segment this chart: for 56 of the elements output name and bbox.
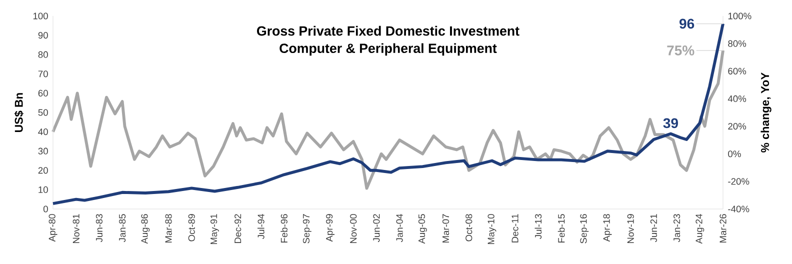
x-tick-label: Feb-96 xyxy=(280,214,288,243)
x-tick-label: Dec-92 xyxy=(234,214,242,244)
y-tick-label: 0 xyxy=(43,206,48,212)
y-tick-label: 60 xyxy=(38,90,48,96)
y2-tick-label: -40% xyxy=(728,206,750,212)
x-tick-label: Apr-18 xyxy=(603,214,612,242)
y2-tick-label: 80% xyxy=(728,40,746,47)
x-tick-label: Jul-94 xyxy=(258,214,264,239)
y-tick-label: 80 xyxy=(38,51,48,58)
y-tick-label: 20 xyxy=(38,167,48,174)
y-tick-label: 40 xyxy=(38,128,48,136)
x-tick-label: May-10 xyxy=(488,214,496,244)
x-tick-label: Jan-23 xyxy=(674,214,680,242)
y-tick-label: 30 xyxy=(38,148,48,154)
x-tick-label: Sep-97 xyxy=(302,214,312,244)
x-tick-label: Feb-15 xyxy=(558,214,565,243)
x-tick-label: Nov-00 xyxy=(350,214,357,244)
x-tick-label: Mar-07 xyxy=(442,214,450,242)
x-tick-label: Oct-08 xyxy=(466,214,472,242)
text: Computer & Peripheral Equipment xyxy=(280,43,497,56)
y2-tick-label: 0% xyxy=(728,150,741,158)
y2-tick-label: 60% xyxy=(728,68,746,74)
y2-tick-label: 100% xyxy=(728,12,752,20)
x-tick-label: Jun-02 xyxy=(373,214,380,242)
x-tick-label: Jan-85 xyxy=(119,214,126,242)
text: Gross Private Fixed Domestic Investment xyxy=(257,26,520,36)
y-tick-label: 50 xyxy=(38,109,48,116)
annotation: 96 xyxy=(680,18,694,29)
y2-axis-title: % change, YoY xyxy=(760,72,772,152)
x-tick-label: Jun-21 xyxy=(650,214,657,242)
x-tick-label: Apr-80 xyxy=(48,214,58,242)
x-tick-label: Sep-16 xyxy=(580,214,589,244)
x-tick-label: Dec-11 xyxy=(512,214,518,242)
x-tick-label: Jul-13 xyxy=(534,214,542,239)
x-tick-label: Nov-19 xyxy=(627,214,634,244)
x-tick-label: Aug-86 xyxy=(141,214,150,244)
y2-tick-label: 20% xyxy=(728,122,746,130)
x-tick-label: Jun-83 xyxy=(96,214,103,242)
x-tick-label: Mar-26 xyxy=(720,214,726,242)
x-tick-label: Jan-04 xyxy=(396,214,403,242)
x-tick-label: Nov-81 xyxy=(72,214,80,244)
y-tick-label: 10 xyxy=(38,186,48,193)
x-tick-label: Apr-99 xyxy=(326,214,334,242)
y-tick-label: 100 xyxy=(33,12,48,20)
y2-tick-label: 40% xyxy=(728,95,746,102)
x-tick-label: Aug-24 xyxy=(696,214,704,244)
x-tick-label: Aug-05 xyxy=(418,214,427,244)
y-tick-label: 90 xyxy=(38,32,48,39)
y-axis-title: US$ Bn xyxy=(14,93,24,132)
y-tick-label: 70 xyxy=(38,70,48,78)
x-tick-label: Mar-88 xyxy=(165,214,172,242)
y2-tick-label: -20% xyxy=(728,178,750,185)
annotation: 39 xyxy=(663,118,678,128)
x-tick-label: May-91 xyxy=(210,214,219,244)
x-tick-label: Oct-89 xyxy=(188,214,195,242)
annotation: 75% xyxy=(667,46,694,56)
